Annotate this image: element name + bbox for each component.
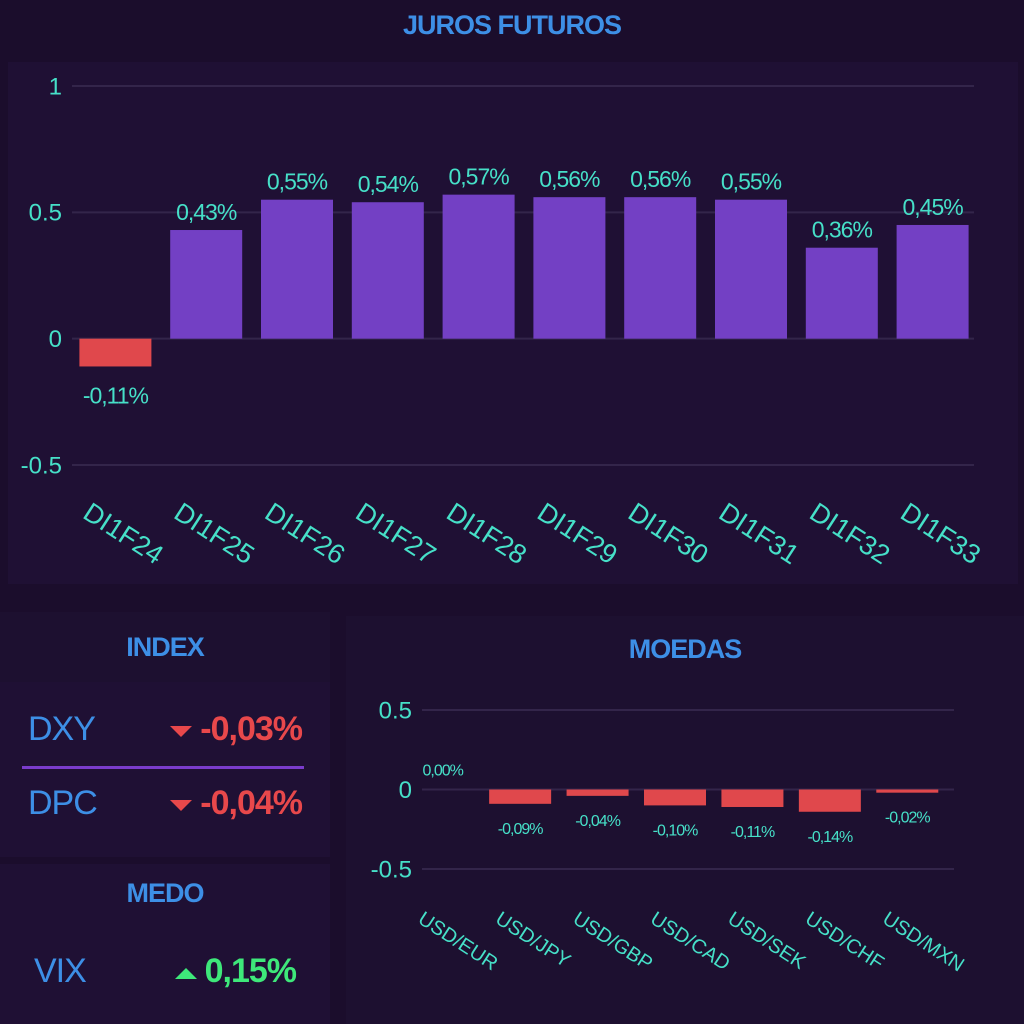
juros-data-label: 0,56% xyxy=(630,166,691,192)
juros-data-label: 0,55% xyxy=(267,169,328,195)
medo-name: VIX xyxy=(34,952,87,990)
juros-bar xyxy=(715,199,787,339)
juros-bar xyxy=(261,199,333,339)
moedas-bar xyxy=(644,789,706,806)
juros-y-tick-label: -0.5 xyxy=(21,452,62,479)
moedas-x-tick-label: USD/GBP xyxy=(569,908,656,975)
index-value: -0,03% xyxy=(170,710,303,749)
juros-bar xyxy=(805,247,878,339)
index-row-dxy: DXY -0,03% xyxy=(0,700,330,764)
index-row-dpc: DPC -0,04% xyxy=(0,774,330,838)
moedas-x-tick-label: USD/SEK xyxy=(724,908,810,975)
juros-data-label: 0,54% xyxy=(358,171,419,197)
moedas-data-label: -0,09% xyxy=(498,821,543,838)
juros-bar xyxy=(170,230,243,339)
juros-x-tick-label: DI1F28 xyxy=(441,497,532,570)
juros-y-tick-label: 0 xyxy=(49,326,62,353)
moedas-panel: MOEDAS 0.5 0 -0.5 0,00% USD/EUR -0,09% USD/JPY… xyxy=(346,616,1024,1024)
juros-x-tick-label: DI1F27 xyxy=(351,497,442,570)
juros-bar xyxy=(533,197,606,339)
moedas-bar xyxy=(566,789,629,796)
up-triangle-icon xyxy=(174,967,197,979)
juros-bar xyxy=(896,224,969,339)
index-title: INDEX xyxy=(126,632,205,662)
medo-value: 0,15% xyxy=(174,952,297,991)
index-name: DXY xyxy=(28,710,96,748)
index-value: -0,04% xyxy=(170,784,303,823)
moedas-x-tick-label: USD/CHF xyxy=(801,908,888,975)
moedas-bar xyxy=(721,789,784,807)
juros-chart-panel: 1 0.5 0 -0.5 -0,11% DI1F24 0,43% DI1F25 0,55% DI1… xyxy=(8,62,1018,584)
juros-data-label: 0,56% xyxy=(539,166,600,192)
juros-x-tick-label: DI1F24 xyxy=(78,497,169,570)
juros-bar xyxy=(79,338,152,367)
medo-row-vix: VIX 0,15% xyxy=(0,942,330,1006)
juros-bar xyxy=(624,197,697,339)
moedas-x-tick-label: USD/CAD xyxy=(646,908,733,975)
juros-y-tick-label: 1 xyxy=(49,73,62,100)
moedas-data-label: -0,04% xyxy=(575,813,620,830)
index-panel: INDEX DXY -0,03% DPC -0,04% xyxy=(0,612,330,857)
moedas-x-tick-label: USD/MXN xyxy=(879,908,968,977)
juros-x-tick-label: DI1F26 xyxy=(260,497,351,570)
moedas-x-tick-label: USD/JPY xyxy=(491,908,574,972)
juros-data-label: 0,45% xyxy=(902,194,963,220)
medo-panel: MEDO VIX 0,15% xyxy=(0,864,330,1024)
moedas-bar xyxy=(489,789,552,804)
juros-x-tick-label: DI1F25 xyxy=(169,497,260,570)
moedas-bar xyxy=(876,789,939,793)
moedas-data-label: -0,11% xyxy=(731,824,775,841)
juros-x-tick-label: DI1F30 xyxy=(623,497,714,570)
index-name: DPC xyxy=(28,784,98,822)
moedas-y-tick-label: 0 xyxy=(399,777,412,804)
juros-data-label: -0,11% xyxy=(83,382,149,408)
moedas-x-tick-label: USD/EUR xyxy=(414,908,501,975)
moedas-bar xyxy=(798,789,861,812)
juros-bar xyxy=(442,194,515,339)
moedas-data-label: -0,10% xyxy=(653,822,698,839)
moedas-data-label: -0,14% xyxy=(808,829,853,846)
juros-x-tick-label: DI1F29 xyxy=(532,497,623,570)
juros-data-label: 0,55% xyxy=(721,169,782,195)
juros-x-tick-label: DI1F33 xyxy=(895,497,986,570)
down-triangle-icon xyxy=(170,799,193,811)
moedas-data-label: -0,02% xyxy=(885,810,930,827)
juros-data-label: 0,43% xyxy=(176,199,237,225)
juros-x-tick-label: DI1F32 xyxy=(805,497,896,570)
juros-chart: 1 0.5 0 -0.5 -0,11% DI1F24 0,43% DI1F25 0,55% DI1… xyxy=(21,73,986,570)
juros-y-tick-label: 0.5 xyxy=(29,200,62,227)
juros-data-label: 0,57% xyxy=(448,164,509,190)
juros-title: JUROS FUTUROS xyxy=(402,10,622,40)
index-divider xyxy=(22,766,304,769)
down-triangle-icon xyxy=(170,725,193,737)
juros-x-tick-label: DI1F31 xyxy=(714,497,805,570)
juros-data-label: 0,36% xyxy=(812,217,873,243)
moedas-title: MOEDAS xyxy=(628,634,743,664)
moedas-y-tick-label: 0.5 xyxy=(379,697,412,724)
moedas-y-tick-label: -0.5 xyxy=(371,856,412,883)
moedas-chart: 0.5 0 -0.5 0,00% USD/EUR -0,09% USD/JPY -0,04% U… xyxy=(371,697,968,977)
medo-title: MEDO xyxy=(126,878,205,908)
moedas-data-label: 0,00% xyxy=(423,763,464,780)
juros-bar xyxy=(351,202,424,339)
